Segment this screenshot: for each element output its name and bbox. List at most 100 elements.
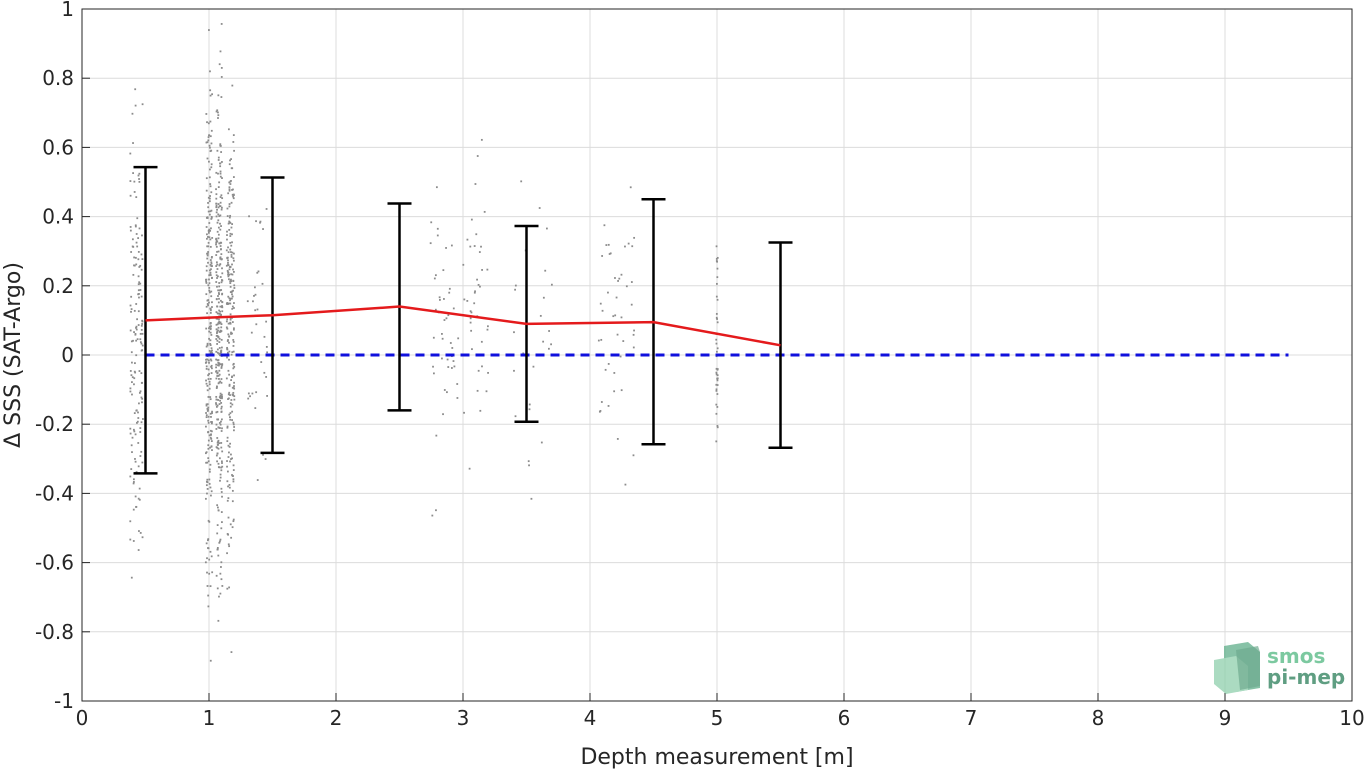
scatter-point [476, 155, 479, 157]
scatter-point [139, 427, 142, 429]
scatter-point [210, 216, 213, 219]
scatter-point [716, 298, 719, 301]
scatter-point [133, 412, 136, 415]
scatter-point [227, 251, 230, 254]
scatter-point [216, 285, 218, 288]
scatter-point [715, 258, 718, 260]
scatter-point [232, 386, 235, 389]
scatter-point [205, 461, 207, 464]
scatter-point [207, 421, 210, 424]
scatter-point [131, 451, 133, 454]
scatter-point [208, 337, 210, 340]
scatter-point [613, 372, 616, 374]
scatter-point [211, 237, 214, 239]
scatter-point [205, 412, 207, 414]
scatter-point [463, 411, 465, 414]
scatter-point [215, 243, 217, 246]
scatter-point [232, 464, 235, 467]
scatter-point [435, 509, 437, 512]
scatter-point [204, 497, 207, 500]
scatter-point [208, 301, 210, 304]
scatter-point [217, 301, 220, 304]
scatter-point [716, 368, 719, 371]
scatter-point [227, 497, 230, 500]
scatter-point [217, 292, 220, 294]
scatter-point [431, 514, 434, 517]
scatter-point [221, 521, 223, 524]
scatter-point [215, 423, 218, 426]
scatter-point [231, 457, 233, 460]
scatter-point [206, 461, 209, 464]
scatter-point [217, 509, 220, 512]
scatter-point [221, 585, 224, 587]
y-tick-label: -0.6 [35, 551, 74, 575]
scatter-point [134, 333, 137, 336]
scatter-point [217, 219, 220, 222]
scatter-point [134, 460, 137, 463]
scatter-point [210, 440, 213, 443]
scatter-point [217, 159, 220, 161]
scatter-point [522, 352, 525, 355]
scatter-point [210, 372, 213, 374]
scatter-point [715, 383, 718, 386]
scatter-point [227, 246, 229, 249]
scatter-point [220, 326, 223, 329]
scatter-point [211, 422, 213, 425]
scatter-point [139, 264, 142, 267]
scatter-point [230, 399, 233, 401]
scatter-point [207, 206, 210, 209]
scatter-point [210, 438, 213, 440]
scatter-point [228, 221, 231, 223]
scatter-point [141, 320, 144, 323]
scatter-point [207, 139, 210, 142]
scatter-point [226, 207, 229, 210]
scatter-point [225, 303, 228, 305]
scatter-point [221, 279, 224, 282]
scatter-point [217, 554, 220, 557]
scatter-point [220, 466, 223, 469]
scatter-point [220, 96, 223, 98]
scatter-point [138, 487, 141, 490]
scatter-point [473, 291, 476, 294]
scatter-point [209, 146, 211, 149]
scatter-point [217, 364, 219, 367]
scatter-point [207, 236, 209, 238]
scatter-point [221, 267, 223, 270]
scatter-point [206, 217, 209, 219]
scatter-point [227, 543, 230, 546]
scatter-point [216, 343, 219, 345]
scatter-point [216, 351, 219, 354]
scatter-point [229, 442, 232, 445]
scatter-point [141, 258, 144, 261]
scatter-point [217, 237, 220, 240]
scatter-point [232, 345, 235, 347]
scatter-point [215, 366, 217, 369]
scatter-point [265, 376, 268, 378]
scatter-point [219, 144, 222, 147]
scatter-point [133, 383, 135, 386]
scatter-point [528, 408, 531, 411]
scatter-point [208, 282, 211, 285]
scatter-point [211, 352, 213, 355]
scatter-point [135, 233, 138, 235]
x-tick-label: 1 [203, 706, 216, 730]
scatter-point [141, 234, 143, 237]
scatter-point [217, 439, 220, 442]
scatter-point [469, 245, 472, 248]
scatter-point [129, 390, 132, 393]
scatter-point [227, 516, 230, 519]
scatter-point [136, 338, 139, 341]
scatter-point [217, 619, 220, 622]
scatter-point [211, 93, 214, 96]
scatter-point [207, 415, 210, 418]
scatter-point [210, 494, 212, 497]
scatter-point [207, 245, 210, 248]
scatter-point [256, 271, 259, 274]
scatter-point [229, 235, 232, 237]
scatter-point [210, 365, 212, 368]
scatter-point [218, 369, 221, 372]
scatter-point [227, 456, 230, 458]
scatter-point [221, 197, 224, 200]
scatter-point [207, 284, 210, 287]
scatter-point [211, 449, 213, 452]
